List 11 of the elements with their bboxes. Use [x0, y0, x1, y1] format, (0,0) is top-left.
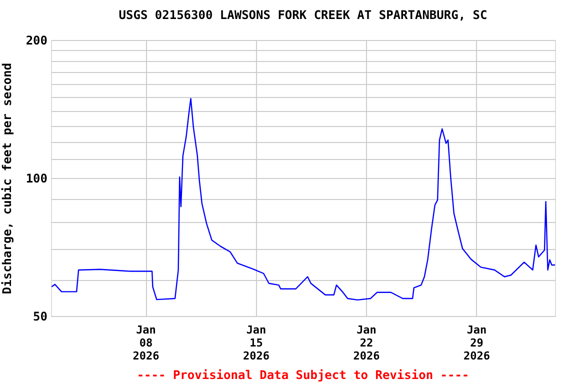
x-tick-label: Jan 29 2026	[464, 324, 490, 362]
y-tick-label: 50	[33, 310, 48, 324]
x-tick-label: Jan 08 2026	[132, 324, 160, 362]
y-tick-label: 100	[26, 172, 48, 186]
y-tick-label: 200	[26, 34, 48, 48]
line-series	[51, 98, 556, 301]
x-tick-label: Jan 15 2026	[243, 324, 270, 362]
chart-title: USGS 02156300 LAWSONS FORK CREEK AT SPARTANBURG, SC	[118, 8, 488, 22]
x-tick-label: Jan 22 2026	[353, 324, 380, 362]
y-axis-title: Discharge, cubic feet per second	[0, 62, 14, 294]
text: ---- Provisional Data Subject to Revision ----	[136, 368, 470, 382]
